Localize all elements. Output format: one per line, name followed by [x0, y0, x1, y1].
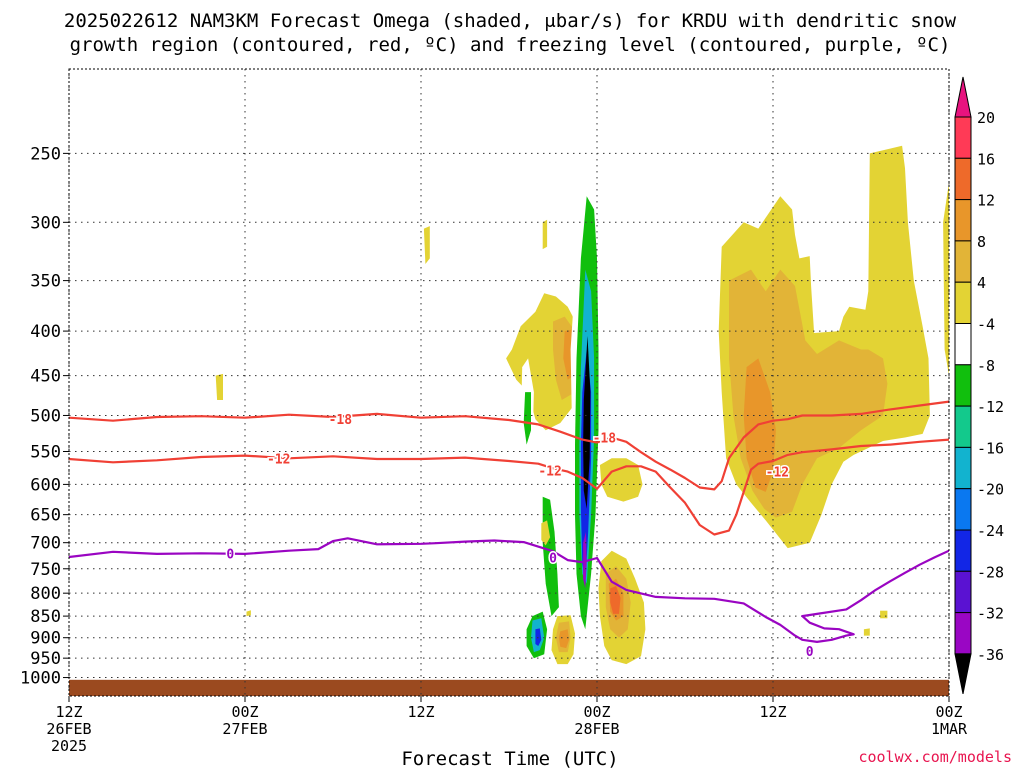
- colorbar-label: -8: [977, 357, 995, 375]
- colorbar-label: 20: [977, 109, 995, 127]
- omega-region-25: [599, 458, 643, 502]
- temperature-contours: [69, 400, 949, 643]
- colorbar-label: -28: [977, 563, 1004, 581]
- y-tick-label: 850: [30, 607, 61, 627]
- y-tick-label: 400: [30, 322, 61, 342]
- y-tick-label: 350: [30, 272, 61, 292]
- x-axis-ticks: 12Z 26FEB 2025 00Z 27FEB 12Z 00Z 28FEB 12Z 00Z 1MA…: [46, 696, 968, 755]
- y-tick-label: 700: [30, 534, 61, 554]
- contour-label: -18: [329, 413, 353, 428]
- omega-region-18: [535, 628, 542, 646]
- chart-title-line1: 2025022612 NAM3KM Forecast Omega (shaded…: [64, 10, 957, 32]
- colorbar-label: -24: [977, 522, 1004, 540]
- omega-region-35: [542, 219, 548, 250]
- colorbar-label: 8: [977, 233, 986, 251]
- y-tick-label: 650: [30, 506, 61, 526]
- colorbar-label: -32: [977, 605, 1004, 623]
- omega-region-19: [394, 588, 495, 663]
- colorbar-label: -20: [977, 481, 1004, 499]
- colorbar-legend: 20 16 12 8 4 -4 -8 -12 -16 -20 -24 -28 -32 -36: [954, 76, 1004, 694]
- contour-label: -12: [538, 464, 561, 479]
- plot-frame: [68, 68, 950, 697]
- colorbar-box: [954, 488, 972, 531]
- x-tick-label: 12Z 26FEB 2025: [46, 703, 91, 755]
- omega-region-14: [506, 458, 568, 668]
- omega-region-22: [69, 335, 84, 376]
- x-tick-label: 12Z: [407, 703, 434, 721]
- x-tick-label: 12Z: [759, 703, 786, 721]
- contour-label: -12: [766, 466, 789, 481]
- contour-label: 0: [226, 547, 234, 562]
- y-tick-label: 450: [30, 367, 61, 387]
- contour--18: [69, 400, 949, 491]
- ground-fill: [69, 679, 949, 696]
- contour--12: [69, 438, 949, 536]
- colorbar-top-arrow: [954, 76, 972, 118]
- y-tick-label: 950: [30, 649, 61, 669]
- y-tick-label: 1000: [20, 669, 61, 689]
- y-tick-label: 500: [30, 406, 61, 426]
- x-tick-label: 00Z 1MAR: [931, 703, 968, 738]
- colorbar-label: 16: [977, 150, 995, 168]
- omega-region-36: [215, 373, 223, 400]
- colorbar-box: [954, 116, 972, 159]
- colorbar-box: [954, 281, 972, 325]
- omega-region-21: [324, 282, 332, 320]
- omega-region-20: [264, 660, 360, 666]
- site-credit: coolwx.com/models: [858, 748, 1012, 766]
- y-tick-label: 900: [30, 629, 61, 649]
- y-tick-label: 250: [30, 144, 61, 164]
- omega-region-33: [541, 520, 551, 546]
- colorbar-box: [954, 157, 972, 201]
- omega-region-37: [246, 610, 251, 617]
- omega-region-11: [583, 531, 587, 589]
- colorbar-box: [954, 405, 972, 448]
- contour-labels: -18 -12 -18 -12 -12 0 0 0: [225, 412, 815, 662]
- omega-region-34: [423, 226, 430, 264]
- y-axis-ticks: 2503003504004505005506006507007508008509…: [20, 144, 69, 689]
- chart-title-line2: growth region (contoured, red, ºC) and f…: [70, 34, 951, 56]
- x-tick-label: 00Z 27FEB: [222, 703, 267, 738]
- y-tick-label: 550: [30, 443, 61, 463]
- terrain-ground: [69, 679, 949, 696]
- colorbar-box: [954, 612, 972, 655]
- colorbar-box: [954, 529, 972, 572]
- contour-label: -18: [593, 431, 617, 446]
- colorbar-label: 4: [977, 274, 986, 292]
- contour-label: 0: [806, 645, 814, 660]
- omega-region-10: [583, 335, 591, 509]
- y-tick-label: 800: [30, 584, 61, 604]
- omega-region-39: [880, 610, 888, 619]
- colorbar-box: [954, 570, 972, 614]
- omega-region-32: [558, 629, 570, 649]
- contour-label: -12: [267, 452, 290, 467]
- colorbar-box: [954, 240, 972, 283]
- omega-region-24: [520, 278, 529, 322]
- omega-region-13: [523, 392, 531, 445]
- y-tick-label: 300: [30, 213, 61, 233]
- y-tick-label: 600: [30, 475, 61, 495]
- colorbar-label: -12: [977, 398, 1004, 416]
- contour-0: [69, 537, 949, 643]
- colorbar-box: [954, 199, 972, 242]
- y-tick-label: 750: [30, 560, 61, 580]
- omega-shading: [69, 69, 949, 668]
- omega-region-38: [943, 182, 949, 376]
- omega-region-23: [597, 69, 611, 122]
- colorbar-box: [954, 323, 972, 366]
- x-axis-label: Forecast Time (UTC): [401, 748, 618, 768]
- omega-region-41: [676, 654, 680, 663]
- colorbar-label: -36: [977, 646, 1004, 664]
- x-tick-label: 00Z 28FEB: [574, 703, 619, 738]
- colorbar-label: -16: [977, 439, 1004, 457]
- colorbar-box: [954, 364, 972, 407]
- colorbar-box: [954, 446, 972, 490]
- colorbar-bottom-arrow: [954, 653, 972, 694]
- colorbar-label: -4: [977, 316, 995, 334]
- colorbar-label: 12: [977, 192, 995, 210]
- omega-region-29: [610, 586, 621, 614]
- contour-label: 0: [549, 552, 557, 567]
- omega-region-40: [863, 628, 870, 636]
